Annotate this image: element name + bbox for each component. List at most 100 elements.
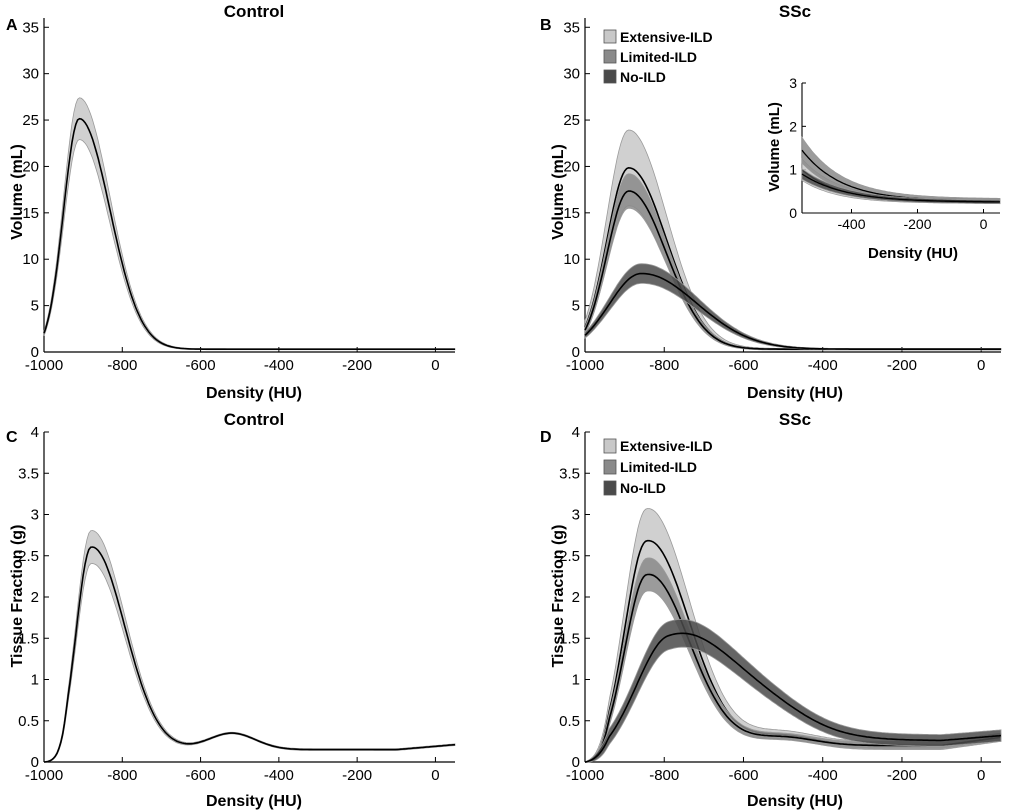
y-tick-label: 10 [563,251,580,268]
y-tick-label: 1 [31,672,39,689]
inset-x-tick-label: 0 [980,216,988,232]
panel-a-title: Control [224,2,284,21]
legend-label-noild-d: No-ILD [620,480,666,496]
chart-marks: -1000 -800 -600 -400 -200 005101520253035-100… [18,18,1002,784]
panel-letter-c: C [6,429,18,446]
panel-d-title: SSc [779,410,811,429]
x-tick-label: -800 [649,767,679,784]
legend-label-noild-b: No-ILD [620,69,666,85]
y-tick-label: 3 [31,507,39,524]
inset-x-tick-label: -400 [837,216,865,232]
panel-b-xlabel: Density (HU) [747,385,843,402]
inset-plot: -400 -200 0 0 1 2 3 [774,73,1002,261]
y-tick-label: 2.5 [559,548,580,565]
x-tick-label: -1000 [25,357,63,374]
x-tick-label: -600 [186,357,216,374]
y-tick-label: 0 [31,754,39,771]
x-tick-label: -600 [186,767,216,784]
y-tick-label: 20 [22,158,39,175]
plot-b: -1000 -800 -600 -400 -200 0 0 5 10 15 20 25 30 35 [563,18,1002,374]
y-tick-label: 30 [22,66,39,83]
y-tick-label: 0 [31,344,39,361]
series-line-control [43,117,455,350]
legend-swatch-extensive-ild [603,438,617,454]
panel-c-xlabel: Density (HU) [206,793,302,810]
legend-label-limited-d: Limited-ILD [620,459,697,475]
x-tick-label: -400 [264,357,294,374]
x-tick-label: -400 [808,357,838,374]
y-tick-label: 2 [31,589,39,606]
panel-b-title: SSc [779,2,811,21]
y-tick-label: 35 [563,19,580,36]
y-tick-label: 2.5 [18,548,39,565]
x-tick-label: 0 [431,357,439,374]
plot-a: -1000 -800 -600 -400 -200 0 0 5 10 15 20 25 30 35 [22,18,456,374]
y-tick-label: 15 [22,205,39,222]
x-tick-label: -1000 [566,357,604,374]
y-tick-label: 20 [563,158,580,175]
y-tick-label: 3 [572,507,580,524]
inset-y-tick-label: 1 [789,162,797,178]
x-tick-label: -400 [264,767,294,784]
y-tick-label: 25 [563,112,580,129]
x-tick-label: -200 [887,767,917,784]
y-tick-label: 3.5 [559,465,580,482]
x-tick-label: -600 [728,357,758,374]
panel-a-xlabel: Density (HU) [206,385,302,402]
legend-swatch-extensive-ild [603,29,617,44]
series-line-no-ild [584,632,1002,763]
y-tick-label: 0.5 [18,713,39,730]
panel-c-title: Control [224,410,284,429]
x-tick-label: -200 [342,767,372,784]
panel-b: B SSc Density (HU) Volume (mL) Extensive… [540,2,958,402]
inset-y-tick-label: 3 [789,75,797,91]
band-no-ild [584,263,1002,351]
panel-c-ylabel: Tissue Fraction (g) [9,525,26,668]
legend-label-extensive-d: Extensive-ILD [620,438,713,454]
y-tick-label: 25 [22,112,39,129]
y-tick-label: 35 [22,19,39,36]
legend-label-extensive-b: Extensive-ILD [620,29,713,45]
legend-swatch-limited-ild [603,49,617,64]
x-tick-label: -400 [808,767,838,784]
panel-letter-a: A [6,17,18,34]
y-tick-label: 30 [563,66,580,83]
panel-a: A Control Density (HU) Volume (mL) [6,2,302,402]
y-tick-label: 5 [31,298,39,315]
inset-band-no-ild [801,168,1001,205]
plot-d: -1000 -800 -600 -400 -200 0 0 0.5 1 1.5 2 2.5 3 3.5 4 [559,424,1002,784]
y-tick-label: 2 [572,589,580,606]
y-tick-label: 3.5 [18,465,39,482]
y-tick-label: 5 [572,298,580,315]
legend-swatch-limited-ild [603,459,617,475]
panel-d-ylabel: Tissue Fraction (g) [550,525,567,668]
inset-line-no-ild [801,173,1000,203]
panel-d-xlabel: Density (HU) [747,793,843,810]
x-tick-label: -800 [107,767,137,784]
y-tick-label: 4 [31,424,39,441]
x-tick-label: -800 [107,357,137,374]
panel-b-ylabel: Volume (mL) [550,144,567,240]
band-extensive-ild [584,508,1002,763]
y-tick-label: 15 [563,205,580,222]
x-tick-label: 0 [977,767,985,784]
inset-ylabel: Volume (mL) [766,102,783,192]
panel-letter-b: B [540,17,552,34]
band-control [43,97,456,351]
panel-letter-d: D [540,429,552,446]
panel-a-ylabel: Volume (mL) [9,144,26,240]
y-tick-label: 1 [572,672,580,689]
inset-y-tick-label: 2 [789,118,797,134]
x-tick-label: -200 [887,357,917,374]
y-tick-label: 10 [22,251,39,268]
x-tick-label: -1000 [25,767,63,784]
y-tick-label: 0 [572,754,580,771]
inset-y-tick-label: 0 [789,205,797,221]
panel-c: C Control Density (HU) Tissue Fraction (… [6,410,302,810]
x-tick-label: -800 [649,357,679,374]
inset-x-tick-label: -200 [903,216,931,232]
y-tick-label: 0.5 [559,713,580,730]
x-tick-label: -200 [342,357,372,374]
plot-c: -1000 -800 -600 -400 -200 0 0 0.5 1 1.5 2 2.5 3 3.5 4 [18,424,456,784]
